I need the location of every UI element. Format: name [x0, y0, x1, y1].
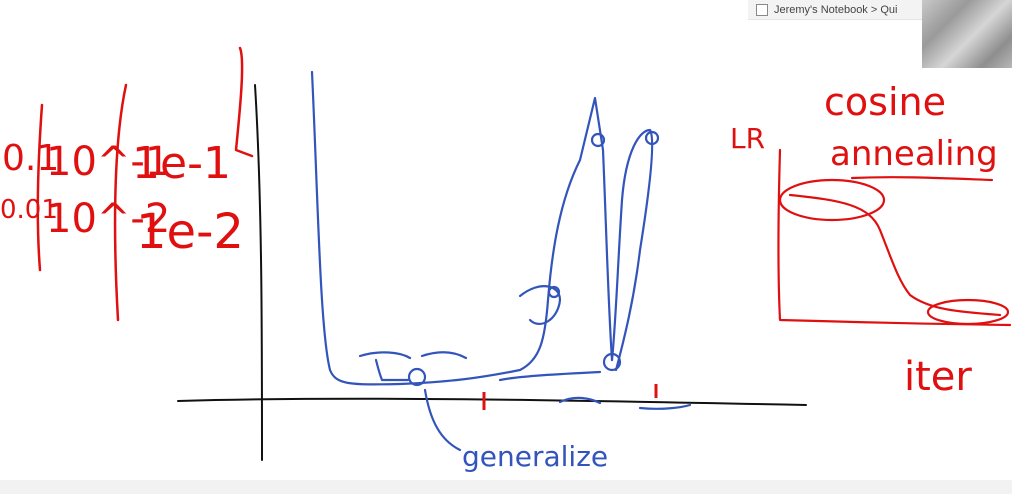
x-axis-ticks [482, 384, 658, 410]
lr-value-texts: 0.1 0.01 10^-1 10^-2 1e-1 1e-2 [0, 138, 244, 260]
lr-value-1e-1: 1e-1 [132, 138, 231, 189]
loss-curve-sketch [310, 70, 692, 452]
cosine-title: cosine [824, 80, 946, 124]
lr-value-10-2: 10^-2 [46, 196, 170, 242]
notebook-breadcrumb-bar[interactable]: Jeremy's Notebook > Qui [748, 0, 924, 20]
notebook-icon [756, 3, 768, 16]
iter-axis-label: iter [904, 354, 972, 400]
bottom-bar [0, 480, 1012, 494]
webcam-overlay [922, 0, 1012, 68]
breadcrumb[interactable]: Jeremy's Notebook > Qui [774, 3, 898, 16]
lr-value-0.1: 0.1 [2, 138, 59, 179]
lr-value-1e-2: 1e-2 [136, 204, 244, 260]
lr-value-10-1: 10^-1 [46, 139, 170, 185]
lr-value-0.01: 0.01 [0, 195, 58, 225]
annealing-title: annealing [830, 134, 998, 174]
lr-axis-label: LR [730, 122, 765, 155]
cosine-labels: LR cosine annealing iter [730, 80, 998, 400]
lr-values-sketch [36, 46, 254, 322]
generalize-label: generalize [462, 440, 608, 473]
loss-axes [177, 84, 807, 461]
cosine-annealing-sketch [777, 148, 1012, 327]
